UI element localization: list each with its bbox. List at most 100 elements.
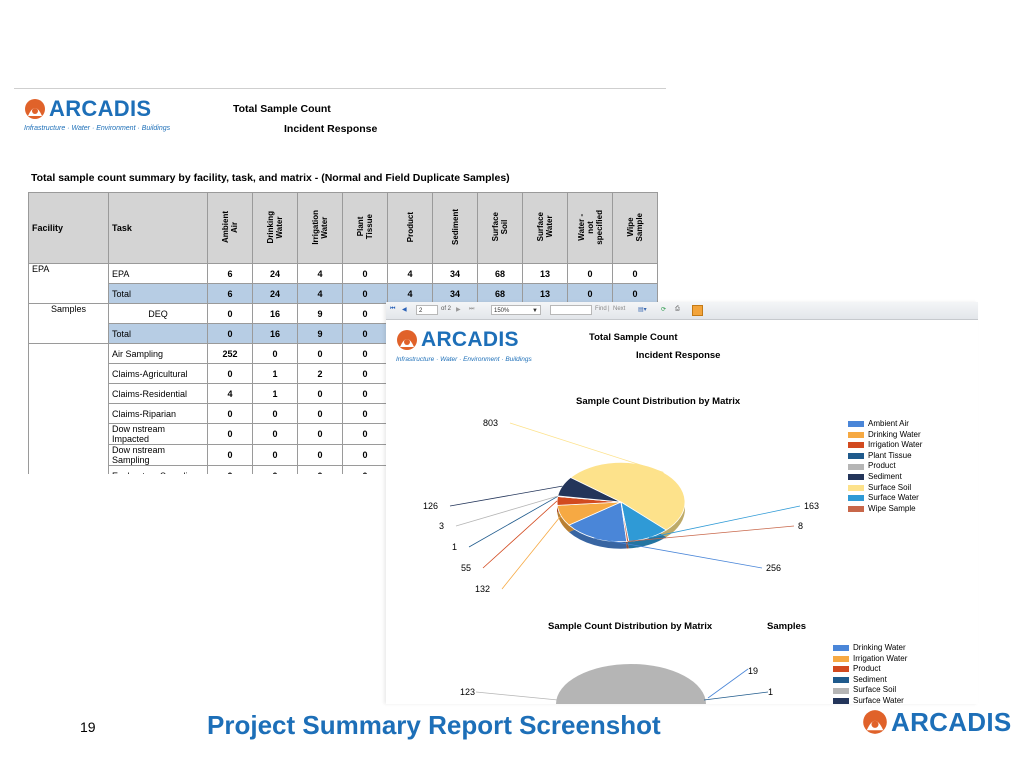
- legend-label: Surface Water: [853, 695, 904, 704]
- column-header-matrix: Wipe Sample: [612, 192, 658, 264]
- arcadis-logo-icon: [24, 98, 46, 120]
- page-number-input[interactable]: 2: [416, 305, 438, 315]
- pie-slice: [556, 664, 706, 704]
- column-header-matrix: Ambient Air: [207, 192, 253, 264]
- legend-item: Plant Tissue: [848, 451, 922, 462]
- arcadis-logo: ARCADIS Infrastructure · Water · Environ…: [24, 98, 170, 133]
- count-cell: 0: [342, 283, 388, 304]
- legend-item: Sediment: [848, 472, 922, 483]
- zoom-select[interactable]: 150% ▼: [491, 305, 541, 315]
- count-cell: 0: [207, 323, 253, 344]
- count-cell: 0: [297, 343, 343, 364]
- data-label: 3: [439, 521, 444, 531]
- legend-swatch: [848, 495, 864, 502]
- data-label: 19: [748, 666, 758, 676]
- first-page-icon[interactable]: ⏮: [390, 306, 396, 312]
- column-header-matrix: Irrigation Water: [297, 192, 343, 264]
- data-label: 123: [460, 687, 475, 697]
- column-header-label: Product: [405, 211, 415, 243]
- chart-report-viewer: ⏮ ◀ 2 of 2 ▶ ⏭ 150% ▼ Find | Next ▤▾ ⟳ ⎙…: [386, 302, 978, 704]
- count-cell: 13: [522, 263, 568, 284]
- slide-title: Project Summary Report Screenshot: [207, 710, 661, 740]
- legend-swatch: [833, 698, 849, 704]
- column-header-label: Wipe Sample: [626, 212, 644, 242]
- legend-item: Surface Soil: [848, 483, 922, 494]
- arcadis-logo-icon: [396, 329, 418, 351]
- atom-feed-icon[interactable]: [692, 305, 703, 316]
- find-input[interactable]: [550, 305, 592, 315]
- facility-cell: Samples: [28, 303, 109, 344]
- count-cell: 16: [252, 303, 298, 324]
- column-header-matrix: Drinking Water: [252, 192, 298, 264]
- legend-swatch: [848, 431, 864, 438]
- next-link[interactable]: Next: [613, 306, 626, 312]
- last-page-icon[interactable]: ⏭: [469, 306, 475, 312]
- legend-swatch: [848, 474, 864, 481]
- chart-legend: Drinking Water Irrigation Water Product Sed…: [833, 643, 907, 704]
- legend-swatch: [833, 666, 849, 673]
- count-cell: 1: [252, 383, 298, 404]
- count-cell: 9: [297, 303, 343, 324]
- column-header-matrix: Water - not specified: [567, 192, 613, 264]
- pie-slice: [568, 501, 628, 543]
- report-subtitle: Incident Response: [284, 123, 378, 135]
- legend-swatch: [848, 442, 864, 449]
- slide-number: 19: [80, 719, 96, 735]
- column-header-matrix: Product: [387, 192, 433, 264]
- data-label: 256: [766, 563, 781, 573]
- find-link[interactable]: Find: [595, 306, 607, 312]
- data-label: 163: [804, 501, 819, 511]
- legend-item: Sediment: [833, 675, 907, 686]
- legend-swatch: [833, 655, 849, 662]
- legend-swatch: [833, 687, 849, 694]
- legend-label: Plant Tissue: [868, 450, 912, 460]
- count-cell: 0: [207, 403, 253, 424]
- chevron-down-icon: ▼: [532, 308, 538, 314]
- count-cell: 6: [207, 263, 253, 284]
- next-page-icon[interactable]: ▶: [456, 307, 461, 313]
- legend-label: Ambient Air: [868, 419, 909, 428]
- legend-item: Product: [833, 664, 907, 675]
- count-cell: 9: [297, 323, 343, 344]
- previous-page-icon[interactable]: ◀: [402, 307, 407, 313]
- legend-item: Surface Water: [848, 493, 922, 504]
- column-header-label: Plant Tissue: [356, 214, 374, 240]
- count-cell: 0: [207, 423, 253, 445]
- count-cell: 0: [297, 465, 343, 474]
- arcadis-logo: ARCADIS Infrastructure · Water · Environ…: [396, 329, 532, 364]
- count-cell: 4: [387, 263, 433, 284]
- export-icon[interactable]: ▤▾: [638, 307, 647, 313]
- count-cell: 6: [207, 283, 253, 304]
- count-cell: 0: [207, 303, 253, 324]
- table-row: EPA EPA 6 24 4 0 4 34 68 13 0 0: [28, 263, 658, 304]
- task-cell: Dow nstream Sampling: [108, 444, 208, 466]
- print-icon[interactable]: ⎙: [675, 306, 680, 312]
- task-cell: DEQ: [108, 303, 208, 324]
- column-header-label: Surface Soil: [491, 212, 509, 242]
- report-viewer-toolbar: ⏮ ◀ 2 of 2 ▶ ⏭ 150% ▼ Find | Next ▤▾ ⟳ ⎙: [386, 302, 978, 320]
- legend-item: Irrigation Water: [833, 654, 907, 665]
- table-header-row: Facility Task Ambient Air Drinking Water…: [28, 192, 658, 264]
- column-header-facility: Facility: [28, 192, 109, 264]
- column-header-matrix: Surface Soil: [477, 192, 523, 264]
- column-header-matrix: Surface Water: [522, 192, 568, 264]
- column-header-label: Ambient Air: [221, 211, 239, 243]
- legend-label: Product: [868, 461, 896, 471]
- column-header-label: Sediment: [450, 208, 460, 245]
- report-subtitle: Incident Response: [636, 350, 721, 361]
- refresh-icon[interactable]: ⟳: [661, 307, 667, 313]
- pie-chart-title: Sample Count Distribution by Matrix: [548, 621, 713, 632]
- report-title: Total Sample Count: [233, 103, 331, 115]
- count-cell: 0: [297, 403, 343, 424]
- count-cell: 0: [342, 323, 388, 344]
- legend-label: Surface Soil: [853, 685, 897, 695]
- count-cell: 0: [252, 343, 298, 364]
- zoom-value: 150%: [494, 308, 510, 314]
- legend-label: Surface Water: [868, 493, 919, 503]
- legend-swatch: [848, 506, 864, 513]
- count-cell: 0: [252, 444, 298, 466]
- count-cell: 252: [207, 343, 253, 364]
- count-cell: 0: [342, 383, 388, 404]
- legend-item: Product: [848, 461, 922, 472]
